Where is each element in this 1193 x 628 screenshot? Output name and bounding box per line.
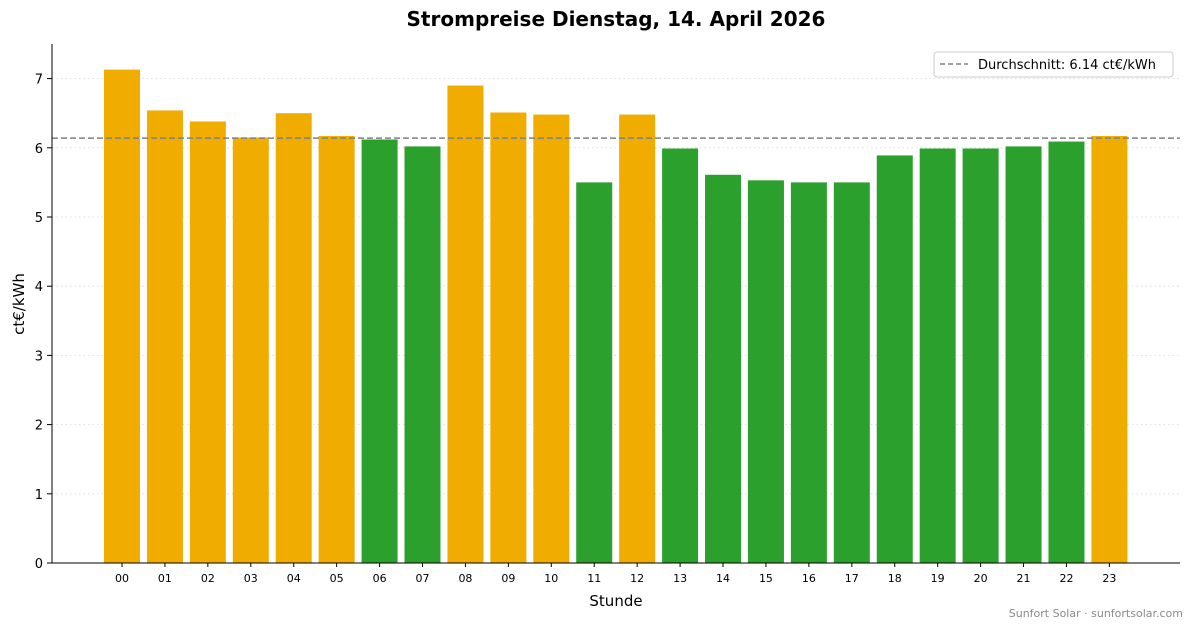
bar-07 [404, 146, 441, 563]
x-tick-label: 10 [544, 572, 558, 585]
bar-20 [962, 148, 999, 563]
y-tick-label: 3 [35, 349, 43, 364]
bar-14 [705, 174, 742, 563]
bar-08 [447, 85, 484, 564]
x-tick-label: 13 [673, 572, 687, 585]
bar-10 [533, 114, 570, 564]
x-tick-label: 23 [1102, 572, 1116, 585]
y-tick-label: 4 [35, 280, 43, 295]
y-tick-label: 7 [35, 73, 43, 88]
x-tick-label: 03 [244, 572, 258, 585]
bar-17 [833, 182, 870, 563]
bar-11 [576, 182, 613, 563]
y-tick-label: 1 [35, 488, 43, 503]
bar-22 [1048, 141, 1085, 563]
x-tick-label: 02 [201, 572, 215, 585]
x-tick-label: 15 [759, 572, 773, 585]
x-tick-label: 11 [587, 572, 601, 585]
bar-12 [619, 114, 656, 564]
bar-01 [146, 110, 183, 563]
bar-13 [662, 148, 699, 563]
x-tick-label: 06 [373, 572, 387, 585]
x-tick-label: 04 [287, 572, 301, 585]
bar-21 [1005, 146, 1042, 563]
x-axis-label: Stunde [589, 592, 642, 610]
bar-00 [104, 69, 140, 563]
y-ticks: 0 1 2 3 4 5 6 7 [35, 73, 52, 572]
x-tick-label: 16 [802, 572, 816, 585]
bar-04 [275, 113, 312, 563]
x-tick-label: 12 [630, 572, 644, 585]
y-tick-label: 2 [35, 419, 43, 434]
legend-box [933, 51, 1174, 78]
y-tick-label: 6 [35, 142, 43, 157]
bar-09 [490, 112, 527, 564]
bar-05 [318, 136, 355, 563]
legend-label: Durchschnitt: 6.14 ct€/kWh [978, 58, 1156, 73]
footer-credit: Sunfort Solar · sunfortsolar.com [1008, 607, 1183, 620]
y-tick-label: 5 [35, 211, 43, 226]
bar-18 [876, 155, 913, 564]
x-tick-label: 00 [115, 572, 129, 585]
x-tick-label: 18 [888, 572, 902, 585]
x-tick-label: 22 [1059, 572, 1073, 585]
x-tick-label: 19 [931, 572, 945, 585]
axes [51, 44, 1180, 564]
x-tick-label: 09 [501, 572, 515, 585]
y-axis-label: ct€/kWh [10, 273, 28, 335]
bar-19 [919, 148, 956, 563]
bar-16 [790, 182, 827, 563]
x-tick-label: 07 [416, 572, 430, 585]
bar-06 [361, 139, 398, 563]
x-tick-label: 21 [1017, 572, 1031, 585]
y-tick-label: 0 [35, 557, 43, 572]
x-tick-label: 14 [716, 572, 730, 585]
bar-23 [1091, 136, 1128, 563]
chart-title: Strompreise Dienstag, 14. April 2026 [407, 7, 826, 31]
x-tick-label: 20 [974, 572, 988, 585]
x-tick-label: 17 [845, 572, 859, 585]
bar-02 [189, 121, 226, 563]
x-tick-label: 01 [158, 572, 172, 585]
bars [104, 69, 1128, 564]
bar-15 [747, 180, 784, 563]
x-ticks: 00 01 02 03 04 05 06 07 08 09 10 11 12 13 14 15 16 17 18 19… [115, 563, 1116, 585]
legend: Durchschnitt: 6.14 ct€/kWh [933, 51, 1174, 78]
bar-03 [232, 137, 269, 564]
x-tick-label: 05 [330, 572, 344, 585]
x-tick-label: 08 [458, 572, 472, 585]
